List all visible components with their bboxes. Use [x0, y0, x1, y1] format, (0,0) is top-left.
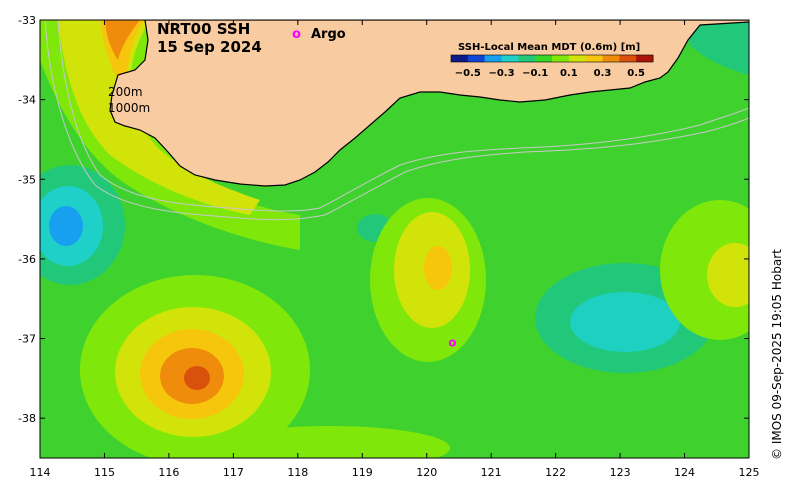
lon-tick-label: 115 — [94, 466, 115, 479]
copyright-text: © IMOS 09-Sep-2025 19:05 Hobart — [770, 249, 784, 460]
ssh-contour-yellow-southeast — [707, 243, 749, 307]
plot-frame — [39, 19, 750, 459]
colorbar-cell — [585, 55, 603, 62]
colorbar-tick-label: 0.3 — [594, 68, 612, 79]
argo-float-marker: o — [448, 336, 456, 350]
colorbar-cell — [484, 55, 502, 62]
colorbar-cell — [602, 55, 620, 62]
lon-tick-label: 116 — [158, 466, 179, 479]
ssh-eddy-west-core — [49, 206, 83, 246]
colorbar-tick-label: −0.5 — [455, 68, 481, 79]
colorbar-cell — [552, 55, 570, 62]
ssh-contour-teal-northeast — [680, 20, 749, 75]
ssh-eddy-central-core — [424, 246, 452, 290]
colorbar-title: SSH-Local Mean MDT (0.6m) [m] — [458, 42, 640, 53]
lat-tick-label: -37 — [18, 333, 36, 346]
colorbar-cell — [518, 55, 536, 62]
colorbar-frame — [450, 54, 654, 63]
lat-tick-label: -33 — [18, 14, 36, 27]
colorbar: SSH-Local Mean MDT (0.6m) [m] −0.5 −0.3 −0… — [450, 42, 654, 79]
longitude-axis: 114 115 116 117 118 119 120 121 122 123 124 125 — [30, 20, 760, 479]
latitude-axis: -33 -34 -35 -36 -37 -38 — [18, 14, 749, 425]
lon-tick-label: 120 — [416, 466, 437, 479]
lon-tick-label: 114 — [30, 466, 51, 479]
ssh-coastal-band-yellow — [58, 20, 260, 215]
colorbar-tick-label: −0.3 — [488, 68, 514, 79]
ssh-coastal-band-darkorange — [105, 20, 140, 60]
lon-tick-label: 117 — [223, 466, 244, 479]
isobath-200m-label: 200m — [108, 85, 143, 99]
lat-tick-label: -35 — [18, 173, 36, 186]
colorbar-cell — [535, 55, 553, 62]
isobath-1000m-label: 1000m — [108, 101, 150, 115]
colorbar-cell — [568, 55, 587, 62]
argo-legend-label: Argo — [311, 27, 346, 42]
isobath-200m — [57, 20, 749, 212]
lon-tick-label: 123 — [610, 466, 631, 479]
lat-tick-label: -36 — [18, 253, 36, 266]
colorbar-cell — [619, 55, 637, 62]
isobath-1000m — [44, 20, 749, 221]
lon-tick-label: 118 — [287, 466, 308, 479]
colorbar-cell — [451, 55, 469, 62]
colorbar-cell — [501, 55, 519, 62]
colorbar-cell — [636, 55, 654, 62]
colorbar-tick-label: −0.1 — [522, 68, 548, 79]
ssh-eddy-southwest-core — [184, 366, 210, 390]
map-title: NRT00 SSH — [157, 20, 250, 38]
colorbar-cell — [467, 55, 486, 62]
lon-tick-label: 121 — [481, 466, 502, 479]
argo-legend-marker: o — [292, 27, 301, 42]
colorbar-tick-label: 0.1 — [560, 68, 578, 79]
lon-tick-label: 125 — [739, 466, 760, 479]
lat-tick-label: -38 — [18, 412, 36, 425]
ssh-contour-low-east-core — [570, 292, 680, 352]
lon-tick-label: 122 — [545, 466, 566, 479]
colorbar-tick-label: 0.5 — [627, 68, 645, 79]
lat-tick-label: -34 — [18, 94, 36, 107]
lon-tick-label: 119 — [352, 466, 373, 479]
lon-tick-label: 124 — [674, 466, 695, 479]
map-date: 15 Sep 2024 — [157, 38, 262, 56]
